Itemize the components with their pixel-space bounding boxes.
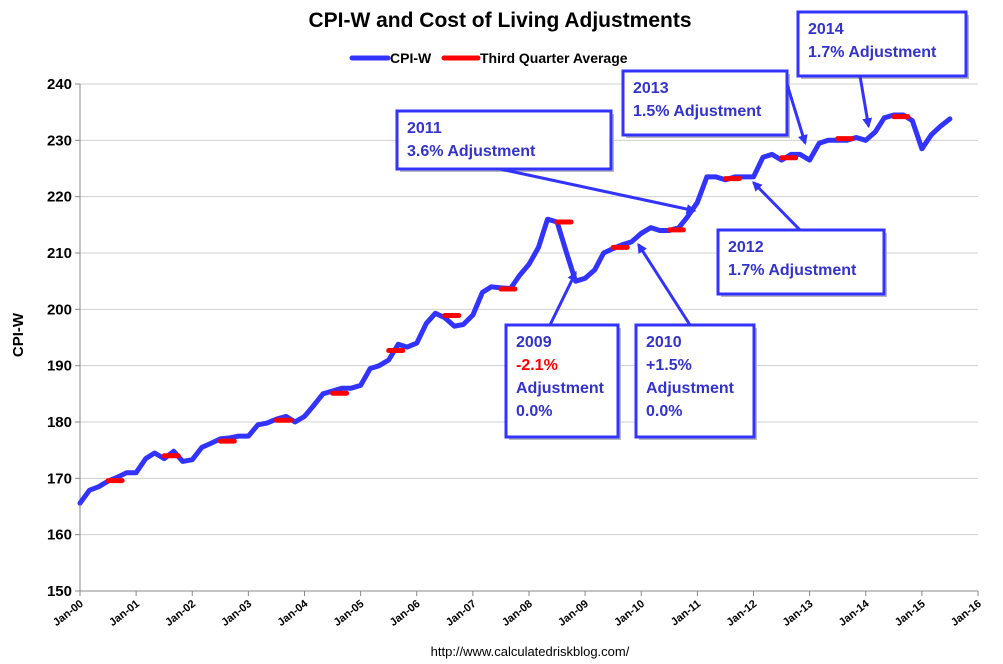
x-tick-label: Jan-10 xyxy=(612,598,647,629)
annotation-text: 1.5% Adjustment xyxy=(633,103,762,120)
annotation-text: 0.0% xyxy=(516,403,552,420)
x-tick-label: Jan-08 xyxy=(500,598,535,629)
annotation-text: 0.0% xyxy=(646,403,682,420)
annotation-text: Adjustment xyxy=(646,380,735,397)
y-tick-label: 160 xyxy=(47,527,72,544)
annotation-2012: 2012 1.7% Adjustment xyxy=(716,181,887,297)
y-tick-label: 200 xyxy=(47,301,72,318)
annotation-2009: 2009 -2.1% Adjustment 0.0% xyxy=(504,270,621,440)
x-tick-labels: Jan-00 Jan-01 Jan-02 Jan-03 Jan-04 Jan-05 Jan-… xyxy=(51,597,984,628)
y-tick-label: 240 xyxy=(47,76,72,93)
legend-label-q3avg: Third Quarter Average xyxy=(480,50,628,66)
annotation-text: 2009 xyxy=(516,334,552,351)
y-tick-label: 220 xyxy=(47,189,72,206)
annotation-text: Adjustment xyxy=(516,380,605,397)
x-tick-label: Jan-13 xyxy=(781,598,816,629)
legend: CPI-W Third Quarter Average xyxy=(349,50,628,66)
annotation-box xyxy=(796,10,968,78)
series xyxy=(77,112,953,506)
y-tick-label: 170 xyxy=(47,470,72,487)
x-tick-label: Jan-09 xyxy=(556,598,591,629)
x-tick-label: Jan-02 xyxy=(163,598,198,629)
y-tick-label: 180 xyxy=(47,414,72,431)
x-tick-label: Jan-05 xyxy=(332,598,367,629)
annotation-arrow xyxy=(499,167,697,214)
annotation-text: 3.6% Adjustment xyxy=(407,143,536,160)
axes xyxy=(79,84,979,596)
x-tick-label: Jan-12 xyxy=(724,598,759,629)
annotation-box xyxy=(716,228,886,296)
x-tick-label: Jan-11 xyxy=(669,598,703,629)
y-tick-label: 230 xyxy=(47,132,72,149)
annotation-box xyxy=(634,323,756,439)
y-tick-labels: 150 160 170 180 190 200 210 220 230 240 xyxy=(47,76,72,600)
annotation-text: 2013 xyxy=(633,80,669,97)
annotation-arrow xyxy=(785,83,808,146)
annotation-text: 1.7% Adjustment xyxy=(808,44,937,61)
x-tick-label: Jan-01 xyxy=(107,598,142,629)
annotation-2014: 2014 1.7% Adjustment xyxy=(796,10,969,129)
third-quarter-segments xyxy=(105,114,911,484)
annotation-text: 1.7% Adjustment xyxy=(728,262,857,279)
legend-label-cpiw: CPI-W xyxy=(390,50,432,66)
x-tick-label: Jan-15 xyxy=(893,598,928,629)
annotation-text: 2012 xyxy=(728,239,764,256)
y-tick-label: 190 xyxy=(47,358,72,375)
annotation-2011: 2011 3.6% Adjustment xyxy=(395,109,697,214)
x-tick-label: Jan-14 xyxy=(837,597,873,628)
annotation-box xyxy=(504,323,620,439)
chart-title: CPI-W and Cost of Living Adjustments xyxy=(308,9,691,32)
y-axis-label: CPI-W xyxy=(10,312,27,357)
annotation-text: +1.5% xyxy=(646,357,692,374)
x-tick-label: Jan-03 xyxy=(219,598,254,629)
x-tick-label: Jan-07 xyxy=(444,598,479,629)
annotation-arrow xyxy=(752,181,802,232)
y-tick-label: 150 xyxy=(47,583,72,600)
x-tick-label: Jan-06 xyxy=(388,598,423,629)
y-tick-label: 210 xyxy=(47,245,72,262)
x-tick-label: Jan-04 xyxy=(275,597,311,628)
annotation-arrow xyxy=(637,242,692,326)
annotation-arrow xyxy=(548,270,577,326)
annotation-box xyxy=(395,109,613,171)
annotation-2013: 2013 1.5% Adjustment xyxy=(621,69,808,146)
x-tick-label: Jan-00 xyxy=(51,598,86,629)
annotation-text: 2011 xyxy=(407,120,442,137)
annotation-text: 2014 xyxy=(808,21,844,38)
annotation-box xyxy=(621,69,789,137)
series-line-cpiw xyxy=(77,112,953,506)
annotation-text: 2010 xyxy=(646,334,682,351)
annotation-arrow xyxy=(858,75,873,129)
annotation-text: -2.1% xyxy=(516,357,558,374)
annotation-2010: 2010 +1.5% Adjustment 0.0% xyxy=(634,242,757,440)
x-tick-label: Jan-16 xyxy=(949,598,984,629)
annotations: 2009 -2.1% Adjustment 0.0% 2010 +1.5% Adjustme… xyxy=(395,10,969,440)
footer-url: http://www.calculatedriskblog.com/ xyxy=(431,644,630,659)
